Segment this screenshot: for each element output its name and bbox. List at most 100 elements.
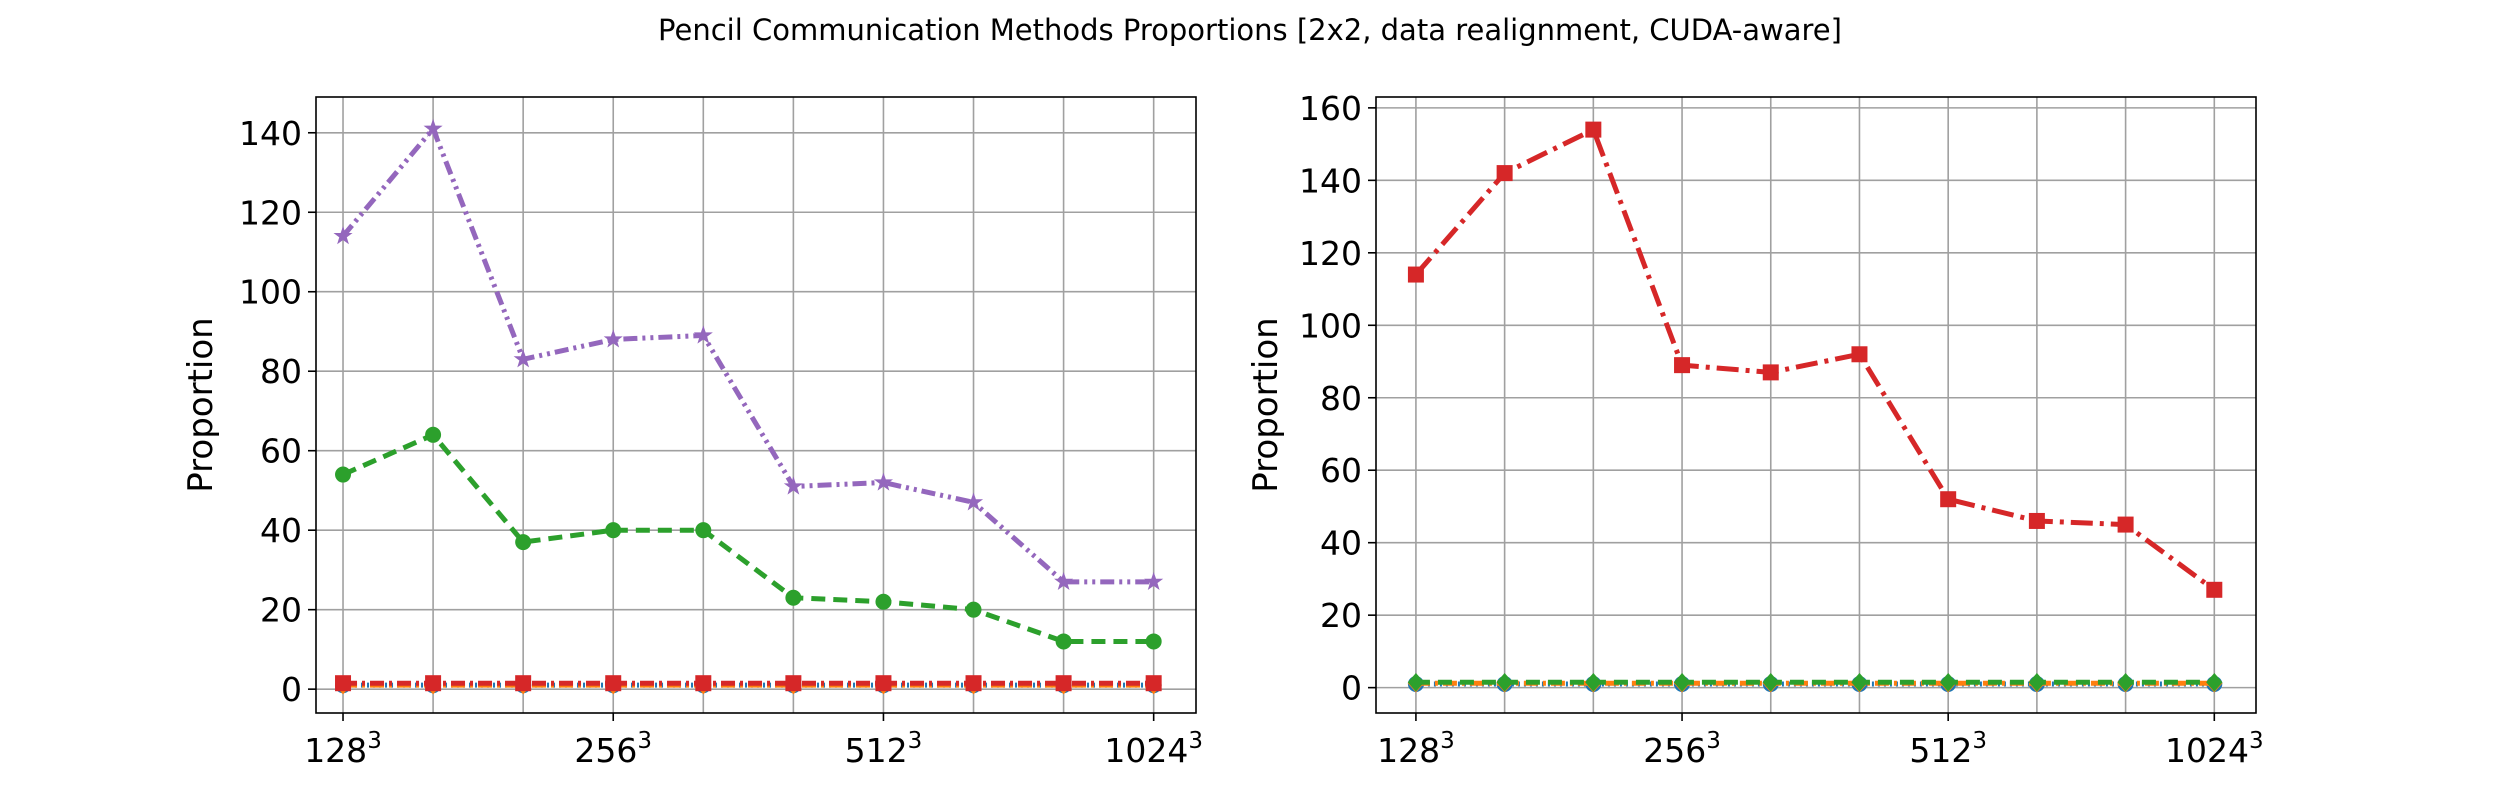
data-point	[2206, 581, 2223, 598]
data-point	[1762, 364, 1779, 381]
data-point	[513, 349, 533, 368]
y-tick-label: 40	[260, 511, 302, 550]
data-point	[603, 329, 623, 348]
series-4	[333, 118, 1164, 590]
data-point	[1055, 633, 1072, 650]
data-point	[1585, 121, 1602, 138]
series-3	[335, 675, 1162, 692]
data-point	[1145, 675, 1162, 692]
y-tick-label: 160	[1299, 89, 1362, 128]
series-2	[335, 426, 1162, 650]
x-tick-base: 128	[1377, 731, 1440, 770]
data-point	[1055, 675, 1072, 692]
y-tick-label: 60	[260, 432, 302, 471]
data-point	[605, 675, 622, 692]
data-point	[1674, 357, 1691, 374]
y-tick-label: 40	[1320, 524, 1362, 563]
y-tick-label: 100	[1299, 306, 1362, 345]
x-tick-base: 512	[1909, 731, 1972, 770]
data-point	[1851, 346, 1868, 363]
y-axis-label: Proportion	[1246, 317, 1286, 492]
x-tick-base: 512	[845, 731, 908, 770]
data-point	[1145, 633, 1162, 650]
data-point	[1407, 672, 1425, 692]
x-tick-label: 5123	[845, 728, 923, 770]
y-tick-label: 20	[260, 591, 302, 630]
y-tick-label: 140	[239, 114, 302, 153]
x-tick-superscript: 3	[1972, 728, 1987, 754]
figure-title: Pencil Communication Methods Proportions…	[658, 13, 1842, 47]
data-point	[605, 522, 622, 539]
series-line	[1414, 127, 2216, 592]
x-tick-superscript: 3	[1440, 728, 1455, 754]
axes-frame	[315, 96, 1197, 714]
data-point	[2206, 672, 2223, 692]
data-point	[1940, 491, 1957, 508]
data-point	[963, 492, 984, 511]
data-point	[1585, 672, 1602, 692]
data-point	[783, 476, 803, 495]
data-point	[1673, 672, 1691, 692]
x-tick-superscript: 3	[367, 728, 382, 754]
data-point	[695, 675, 712, 692]
y-tick-label: 140	[1299, 161, 1362, 200]
data-point	[785, 675, 802, 692]
data-point	[1940, 672, 1957, 692]
gridlines	[316, 97, 1196, 713]
series-line	[341, 126, 1154, 585]
data-point	[2117, 516, 2134, 533]
data-point	[1054, 571, 1074, 590]
data-point	[2117, 672, 2134, 692]
data-point	[1496, 672, 1513, 692]
axes-frame	[1375, 96, 2257, 714]
data-point	[875, 593, 892, 610]
x-tick-label: 10243	[1104, 728, 1203, 770]
data-point	[875, 675, 892, 692]
gridlines	[1376, 97, 2256, 713]
x-tick-label: 1283	[1377, 728, 1455, 770]
x-tick-label: 5123	[1909, 728, 1987, 770]
data-point	[2028, 512, 2045, 529]
data-point	[425, 426, 442, 443]
data-point	[515, 534, 532, 551]
data-point	[1762, 672, 1779, 692]
y-tick-label: 0	[1341, 669, 1362, 708]
x-tick-label: 2563	[574, 728, 652, 770]
x-tick-superscript: 3	[2249, 728, 2264, 754]
data-point	[873, 472, 894, 491]
y-tick-label: 20	[1320, 596, 1362, 635]
data-point	[335, 466, 352, 483]
data-point	[1144, 571, 1164, 590]
data-point	[785, 589, 802, 606]
x-tick-label: 1283	[304, 728, 382, 770]
data-point	[1407, 266, 1424, 283]
x-tick-superscript: 3	[637, 728, 652, 754]
data-point	[695, 522, 712, 539]
x-tick-base: 256	[574, 731, 637, 770]
data-point	[2028, 672, 2046, 692]
y-tick-label: 100	[239, 273, 302, 312]
y-tick-label: 120	[1299, 234, 1362, 273]
data-point	[335, 675, 352, 692]
y-axis-label: Proportion	[181, 317, 221, 492]
y-tick-label: 80	[1320, 379, 1362, 418]
data-point	[515, 675, 532, 692]
y-tick-label: 60	[1320, 451, 1362, 490]
y-tick-label: 80	[260, 352, 302, 391]
x-tick-superscript: 3	[1706, 728, 1721, 754]
data-point	[693, 325, 713, 344]
x-tick-base: 256	[1643, 731, 1706, 770]
x-tick-base: 128	[304, 731, 367, 770]
x-tick-superscript: 3	[908, 728, 923, 754]
data-point	[965, 675, 982, 692]
data-point	[425, 675, 442, 692]
x-tick-base: 1024	[1104, 731, 1188, 770]
x-tick-label: 10243	[2165, 728, 2264, 770]
y-tick-label: 0	[281, 670, 302, 709]
series-1	[1407, 121, 2223, 598]
data-point	[1851, 672, 1868, 692]
y-tick-label: 120	[239, 193, 302, 232]
series-3	[1407, 672, 2223, 692]
